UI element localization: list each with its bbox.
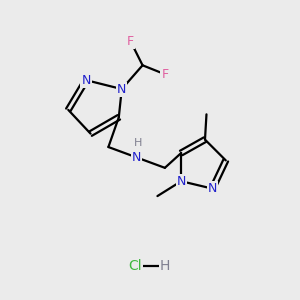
Text: H: H <box>134 138 142 148</box>
Text: N: N <box>81 74 91 87</box>
Text: N: N <box>176 175 186 188</box>
Text: N: N <box>117 82 127 96</box>
Text: F: F <box>127 35 134 48</box>
Text: N: N <box>132 151 141 164</box>
Text: F: F <box>161 68 168 81</box>
Text: N: N <box>208 182 217 195</box>
Text: H: H <box>160 259 170 273</box>
Text: Cl: Cl <box>128 259 142 273</box>
